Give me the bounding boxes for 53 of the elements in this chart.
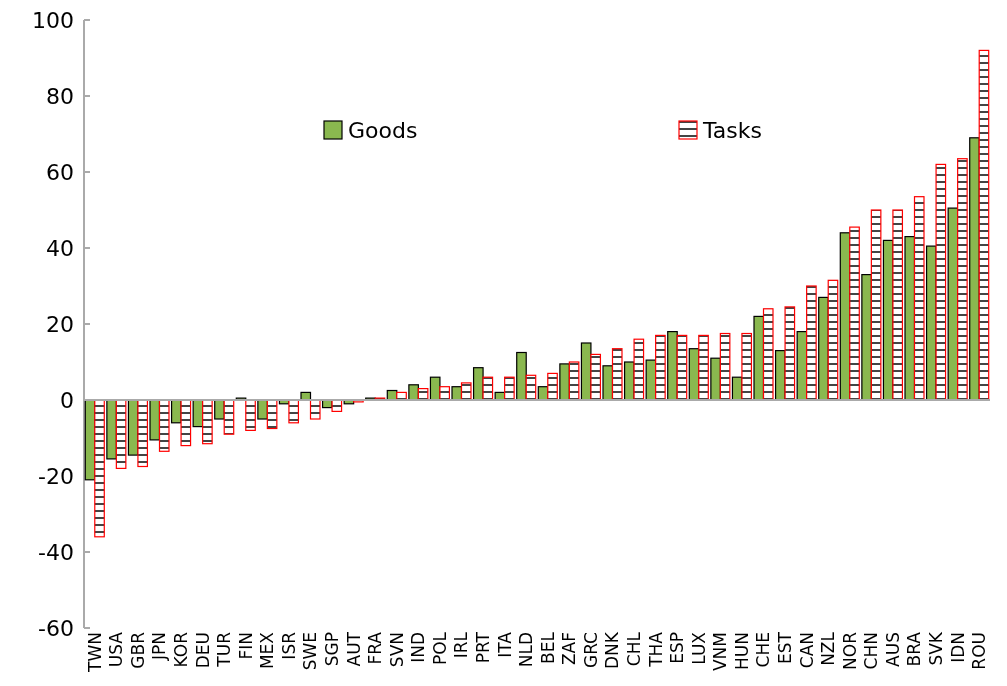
- y-tick-label: 100: [32, 7, 74, 33]
- x-tick-label: PRT: [473, 631, 494, 664]
- x-tick-label: CHL: [624, 631, 645, 667]
- y-tick-label: -60: [38, 615, 74, 641]
- legend-label: Goods: [348, 117, 418, 143]
- x-tick-label: GRC: [580, 632, 601, 669]
- x-tick-label: THA: [645, 631, 666, 668]
- x-tick-label: EST: [775, 631, 796, 664]
- x-tick-label: SVN: [386, 632, 407, 668]
- x-tick-label: CHE: [753, 632, 774, 668]
- x-tick-label: TUR: [214, 631, 235, 668]
- x-tick-label: CAN: [796, 632, 817, 669]
- x-tick-label: FIN: [235, 632, 256, 660]
- x-tick-label: CHN: [861, 632, 882, 670]
- x-tick-label: DNK: [602, 631, 623, 669]
- y-tick-label: 40: [46, 235, 74, 261]
- y-tick-label: 0: [60, 387, 74, 413]
- x-tick-label: BRA: [904, 631, 925, 667]
- x-tick-label: POL: [429, 631, 450, 666]
- x-tick-label: NZL: [818, 631, 839, 666]
- y-tick-label: -40: [38, 539, 74, 565]
- x-tick-label: ESP: [667, 632, 688, 664]
- x-tick-label: USA: [106, 631, 127, 668]
- x-tick-label: IND: [408, 632, 429, 663]
- x-tick-label: DEU: [192, 632, 213, 669]
- x-tick-label: ISR: [278, 631, 299, 660]
- x-tick-label: ZAF: [559, 632, 580, 666]
- x-tick-label: VNM: [710, 632, 731, 672]
- x-tick-label: SVK: [926, 631, 947, 666]
- y-tick-label: 80: [46, 83, 74, 109]
- x-tick-label: AUS: [882, 632, 903, 667]
- x-tick-label: ITA: [494, 631, 515, 658]
- x-tick-label: FRA: [365, 631, 386, 665]
- x-tick-label: TWN: [84, 632, 105, 673]
- y-tick-label: 20: [46, 311, 74, 337]
- x-tick-label: NOR: [839, 631, 860, 670]
- x-tick-label: LUX: [688, 631, 709, 665]
- x-tick-label: MEX: [257, 631, 278, 670]
- y-tick-label: -20: [38, 463, 74, 489]
- x-tick-label: HUN: [731, 632, 752, 670]
- legend-label: Tasks: [702, 117, 762, 143]
- x-tick-label: IRL: [451, 631, 472, 659]
- x-tick-label: KOR: [171, 631, 192, 668]
- x-tick-label: IDN: [947, 632, 968, 663]
- x-tick-label: GBR: [127, 631, 148, 669]
- x-tick-label: AUT: [343, 631, 364, 667]
- x-tick-label: BEL: [537, 631, 558, 664]
- y-tick-label: 60: [46, 159, 74, 185]
- x-tick-label: SWE: [300, 632, 321, 671]
- x-tick-label: JPN: [149, 632, 170, 661]
- x-tick-label: SGP: [322, 632, 343, 667]
- x-tick-label: ROU: [969, 632, 990, 670]
- x-tick-label: NLD: [516, 632, 537, 668]
